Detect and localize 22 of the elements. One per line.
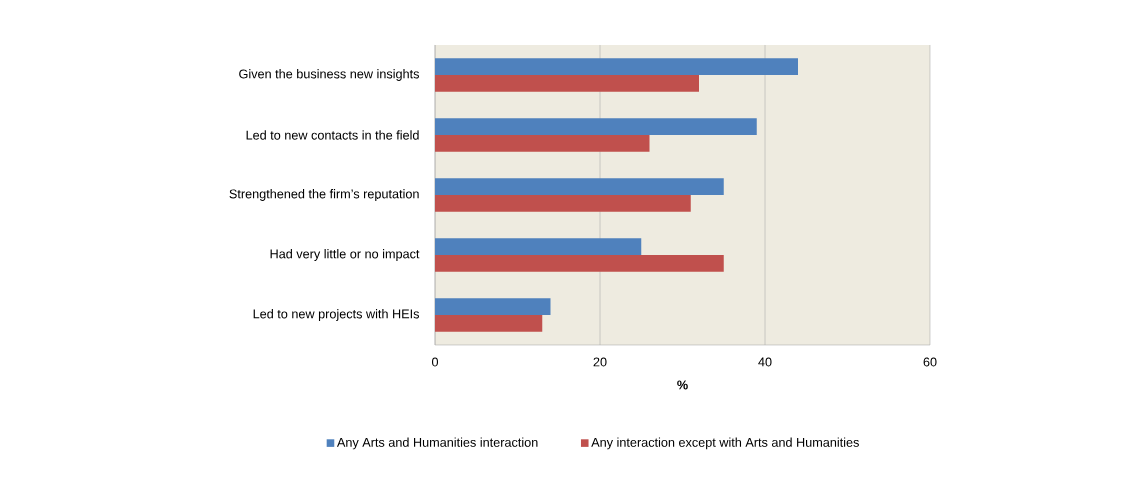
y-tick-label: Had very little or no impact [270,249,420,261]
bar [435,135,650,152]
y-tick-label: Strengthened the firm’s reputation [229,189,419,201]
bar [435,298,551,315]
x-tick-label: 40 [758,357,772,367]
bar [435,58,798,75]
bar [435,118,757,135]
x-tick-label: 60 [923,357,937,367]
y-tick-label: Given the business new insights [239,69,419,81]
x-tick-label: 0 [431,357,439,367]
x-tick-label: 20 [593,357,607,367]
y-tick-label: Led to new contacts in the field [246,130,419,140]
bar [435,254,724,272]
legend-label: Any Arts and Humanities interaction [336,437,538,450]
y-tick-label: Led to new projects with HEIs [253,309,420,321]
x-axis-title: % [677,380,688,390]
legend-label: Any interaction except with Arts and Humanities [591,437,859,450]
bar [435,194,691,212]
bar [435,238,642,255]
bar [435,178,724,195]
bar [435,314,543,332]
bar [435,75,699,92]
